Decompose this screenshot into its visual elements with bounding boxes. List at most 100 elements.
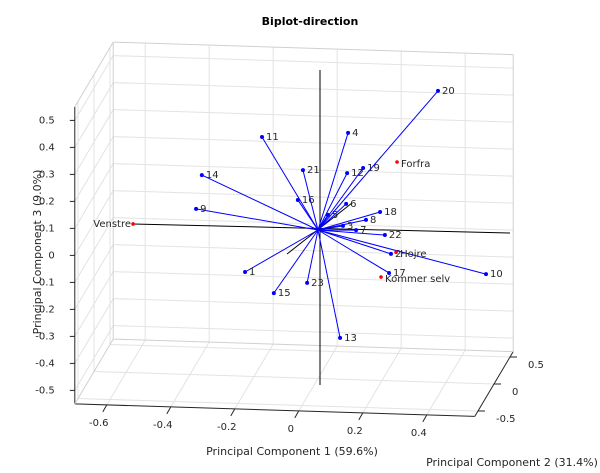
z-axis-label: Principal Component 3 (9.0%): [31, 170, 44, 335]
z-tick-label: -0.2: [35, 304, 55, 315]
loading-vector: [261, 136, 319, 231]
grid-line: [113, 163, 514, 177]
loading-vector: [306, 229, 319, 283]
grid-line: [113, 136, 514, 150]
x-tick-label: 0: [288, 424, 294, 435]
z-tick-label: 0.3: [39, 169, 55, 180]
vector-label: 5: [332, 210, 338, 221]
grid-line: [74, 298, 114, 364]
x-axis-label: Principal Component 1 (59.6%): [206, 445, 378, 458]
vector-tip: [378, 209, 383, 214]
z-tick-label: -0.3: [35, 331, 55, 342]
loading-vector: [317, 229, 341, 338]
observation-point: [395, 160, 399, 164]
x-tick: [230, 408, 236, 417]
observation-label: Forfra: [401, 159, 430, 170]
loading-vector: [317, 229, 392, 255]
box-edge: [113, 338, 514, 353]
x-tick: [102, 404, 108, 413]
grid-line: [113, 82, 514, 96]
box-edge: [74, 338, 114, 405]
vector-label: 13: [344, 333, 357, 344]
x-tick: [422, 414, 428, 423]
loading-vector: [273, 229, 319, 294]
vector-label: 10: [490, 269, 503, 280]
vector-label: 2: [395, 249, 401, 260]
vector-tip: [361, 165, 366, 170]
grid-line: [113, 55, 514, 69]
x-tick-label: -0.6: [89, 418, 109, 429]
loading-vector: [317, 229, 390, 274]
observation-label: Kommer selv: [385, 274, 450, 285]
x-tick-label: 0.4: [411, 428, 427, 439]
vector-label: 22: [389, 230, 402, 241]
grid-line: [77, 398, 479, 412]
vector-tip: [295, 197, 300, 202]
loading-vector: [297, 199, 319, 231]
vector-label: 14: [206, 170, 219, 181]
y-tick-label: -0.5: [496, 414, 516, 425]
observation-label: Hojre: [400, 249, 426, 260]
vector-tip: [436, 88, 440, 93]
observation-point: [379, 275, 383, 279]
vector-tip: [344, 201, 349, 206]
vector-label: 6: [350, 199, 356, 210]
grid-line: [113, 298, 514, 312]
grid-line: [113, 217, 514, 231]
z-tick-label: 0.5: [39, 115, 55, 126]
marks: 1234567891011121314151617181920212223For…: [93, 86, 502, 344]
vector-label: 7: [360, 225, 366, 236]
vector-tip: [354, 228, 359, 233]
vector-label: 21: [307, 165, 320, 176]
grid-line: [74, 325, 114, 391]
vector-tip: [338, 335, 343, 340]
y-tick-label: 0: [512, 387, 518, 398]
vector-label: 19: [367, 163, 380, 174]
loading-vector: [317, 90, 439, 231]
vector-tip: [388, 251, 393, 256]
observation-point: [394, 250, 398, 254]
observation-label: Venstre: [93, 219, 131, 230]
grid-line: [113, 109, 514, 123]
z-tick-label: 0.2: [39, 196, 55, 207]
grid-line: [74, 109, 114, 175]
loading-vector: [317, 229, 385, 236]
z-tick-label: 0.4: [39, 142, 55, 153]
vector-label: 4: [352, 128, 358, 139]
grid-line: [113, 271, 514, 285]
vector-tip: [199, 173, 204, 178]
z-tick-label: 0: [48, 250, 54, 261]
z-tick-label: -0.5: [35, 385, 55, 396]
x-tick: [294, 410, 300, 419]
grid-line: [74, 136, 114, 202]
grid-line: [74, 82, 114, 148]
vector-label: 1: [249, 267, 255, 278]
x-tick-label: -0.2: [217, 422, 237, 433]
vector-tip: [271, 291, 276, 296]
vector-label: 23: [311, 278, 324, 289]
loading-vector: [195, 208, 319, 231]
loading-vector: [302, 170, 319, 231]
vector-label: 18: [384, 207, 397, 218]
y-tick-label: 0.5: [528, 360, 544, 371]
loading-vector: [317, 211, 381, 231]
box-edge: [113, 41, 514, 56]
vector-tip: [382, 233, 387, 238]
y-axis-label: Principal Component 2 (31.4%): [426, 456, 598, 469]
grid-line: [93, 371, 495, 385]
loading-vector: [317, 167, 364, 231]
grid-line: [113, 325, 514, 339]
loading-vector: [201, 174, 319, 231]
x-tick: [358, 412, 364, 421]
x-tick-label: -0.4: [153, 420, 173, 431]
vector-tip: [300, 168, 305, 173]
chart-title: Biplot-direction: [262, 15, 359, 28]
grid-line: [74, 190, 114, 256]
vector-label: 16: [302, 195, 315, 206]
loading-vector: [317, 229, 487, 275]
vector-tip: [194, 206, 199, 211]
z-tick-label: -0.4: [35, 358, 55, 369]
loading-vector: [244, 229, 319, 273]
vector-tip: [484, 272, 488, 277]
